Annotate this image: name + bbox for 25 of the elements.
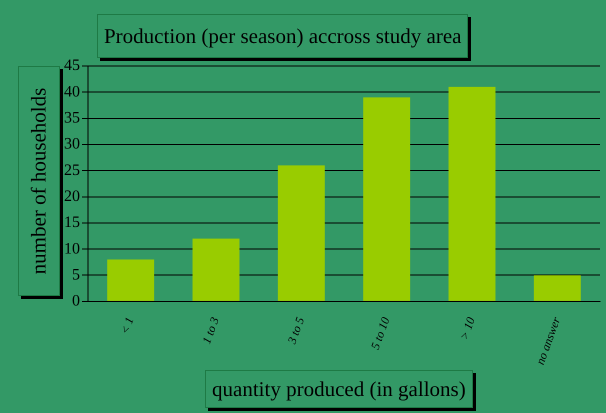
bar [107, 260, 154, 301]
y-tick-label: 30 [64, 136, 80, 153]
x-tick-label: 3 to 5 [284, 315, 308, 347]
y-tick-label: 20 [64, 188, 80, 205]
x-tick-label: 5 to 10 [368, 315, 392, 352]
bar [363, 97, 410, 301]
x-axis-title: quantity produced (in gallons) [205, 370, 473, 408]
y-tick-label: 45 [64, 57, 80, 74]
y-tick-label: 25 [64, 162, 80, 179]
bar [534, 275, 581, 301]
y-axis-title: number of households [26, 88, 52, 274]
y-tick-label: 0 [72, 292, 80, 310]
y-tick-label: 40 [64, 83, 80, 100]
chart-title: Production (per season) accross study area [97, 14, 468, 58]
bar [448, 86, 496, 301]
y-tick-label: 35 [64, 110, 80, 127]
bar [192, 238, 240, 301]
x-tick-label: no answer [532, 314, 564, 367]
x-tick-label: 1 to 3 [199, 315, 222, 346]
x-tick-label: < 1 [117, 315, 136, 336]
x-tick-label: > 10 [456, 315, 478, 342]
y-tick-label: 10 [64, 240, 80, 258]
y-tick-label: 5 [72, 266, 80, 284]
bar [278, 165, 325, 301]
y-tick-label: 15 [64, 214, 80, 232]
